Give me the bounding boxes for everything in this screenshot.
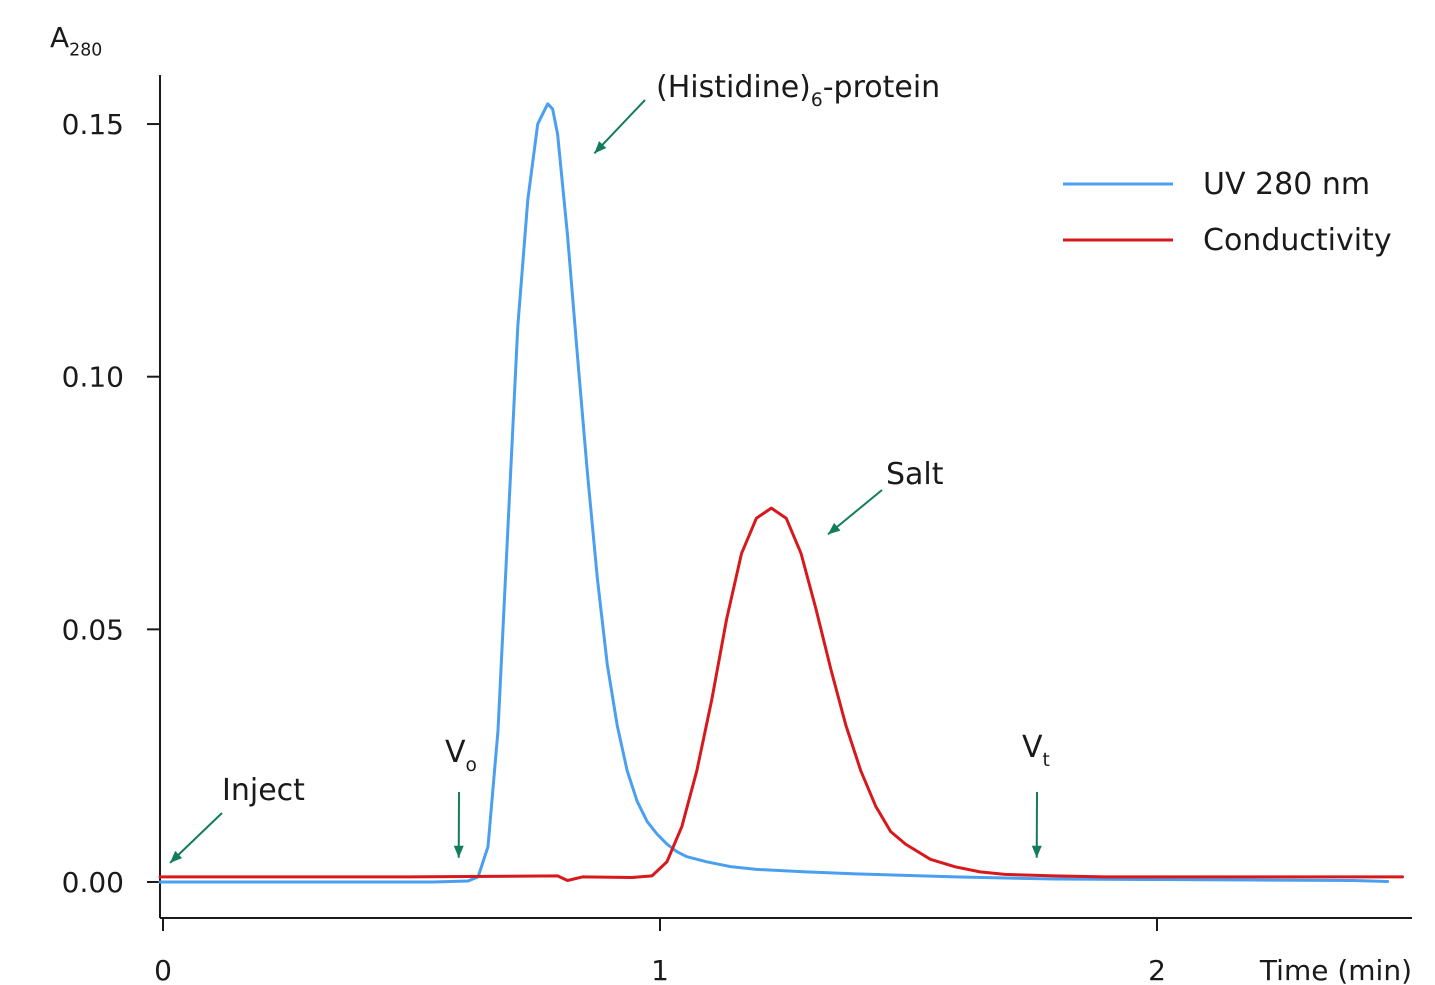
- salt-arrow: [827, 489, 883, 536]
- protein-arrow: [593, 99, 646, 155]
- legend: UV 280 nm Conductivity: [1063, 167, 1392, 258]
- x-axis-label: Time (min): [1259, 954, 1412, 985]
- series-lines: [158, 102, 1404, 884]
- x-tick-label: 1: [651, 954, 669, 985]
- vt-label: Vt: [1022, 730, 1050, 771]
- annotations: Inject Vo Vt (Histidine)6-protein Salt: [169, 70, 1050, 864]
- axes: 0.00 0.05 0.10 0.15 0 1 2 A280 Time (min): [50, 21, 1412, 985]
- y-tick-label: 0.05: [62, 613, 124, 646]
- y-tick-label: 0.15: [62, 108, 124, 141]
- y-tick-label: 0.10: [62, 361, 124, 394]
- uv-280-line: [158, 102, 1390, 884]
- salt-label: Salt: [886, 457, 944, 492]
- vo-arrow: [453, 791, 464, 858]
- y-tick-label: 0.00: [62, 866, 124, 899]
- x-tick-label: 2: [1148, 954, 1166, 985]
- vt-arrow: [1031, 791, 1042, 858]
- x-tick-label: 0: [154, 954, 172, 985]
- inject-label: Inject: [222, 773, 305, 808]
- y-axis-label: A280: [50, 21, 102, 60]
- legend-label: Conductivity: [1203, 223, 1392, 258]
- vo-label: Vo: [445, 735, 477, 776]
- protein-label: (Histidine)6-protein: [656, 70, 940, 111]
- conductivity-line: [158, 506, 1404, 882]
- inject-arrow: [169, 812, 223, 864]
- legend-label: UV 280 nm: [1203, 167, 1370, 202]
